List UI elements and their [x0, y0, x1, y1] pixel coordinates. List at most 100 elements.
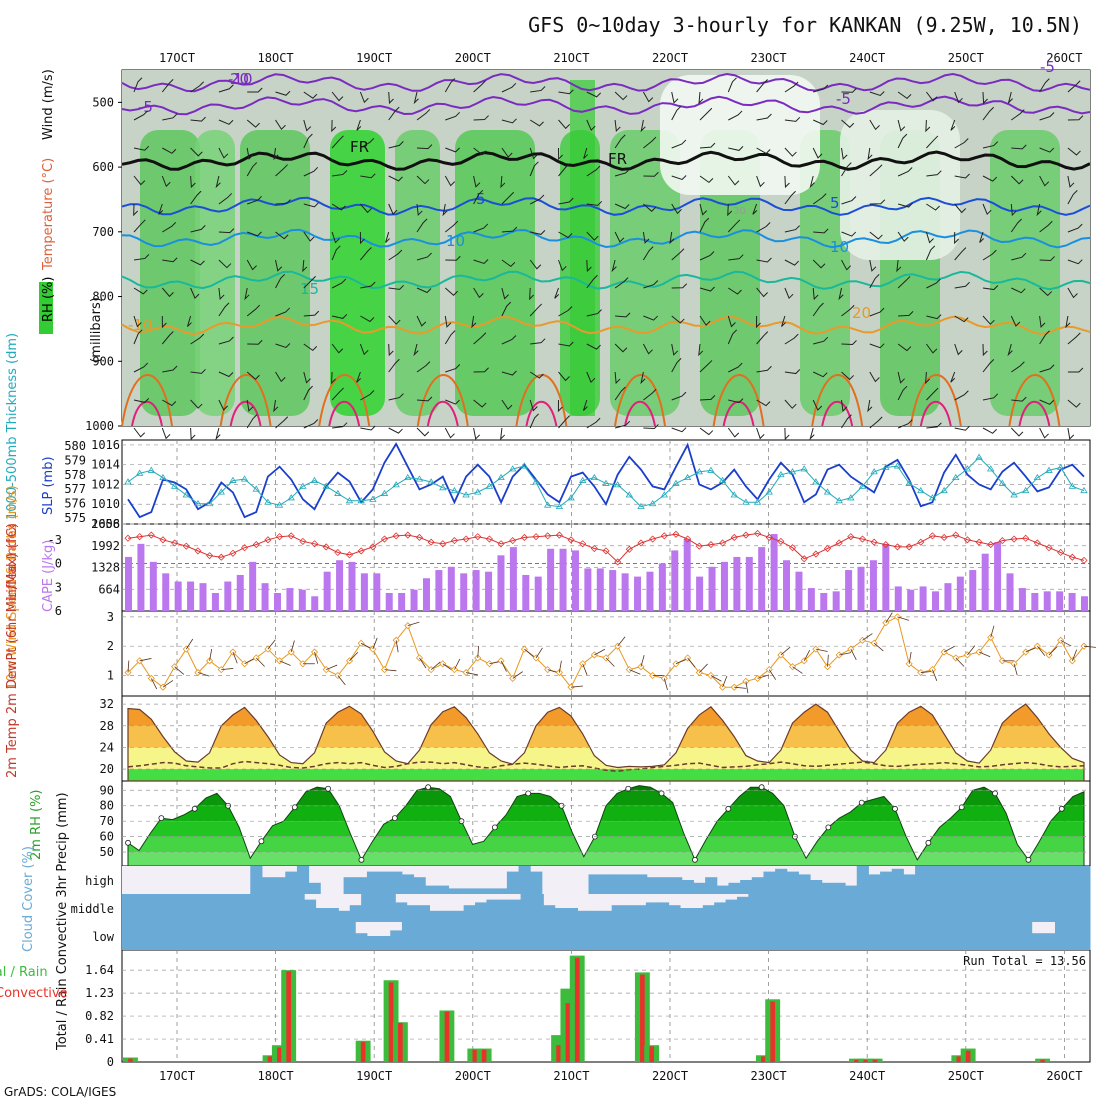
- wind-barb: [727, 427, 740, 438]
- wind-barb: [190, 175, 196, 189]
- wind-barb: [275, 90, 291, 96]
- top-date-tick: 20OCT: [455, 51, 491, 65]
- isotherm-line: [121, 95, 1091, 116]
- thickness-point: [823, 488, 832, 495]
- wind10-point: [1080, 642, 1088, 650]
- wind-barb: [586, 119, 596, 131]
- wind-barb: [273, 147, 279, 161]
- isotherm-line: [121, 150, 1091, 171]
- thickness-point: [625, 491, 634, 498]
- isotherm-label: -5: [138, 98, 153, 116]
- cloud-cover-cell: [452, 910, 465, 922]
- cape-bar: [435, 570, 443, 611]
- cape-bar: [249, 561, 257, 611]
- wind-barb: [1039, 78, 1050, 93]
- rh-dry-region: [660, 75, 820, 195]
- wind-barb: [215, 427, 221, 441]
- wind-barb: [897, 276, 911, 289]
- wind-barb: [161, 287, 174, 298]
- cloud-cover-cell: [775, 868, 788, 894]
- cloud-cover-cell: [611, 922, 624, 950]
- lifted-index-point: [392, 532, 400, 540]
- wind-barb: [303, 419, 319, 429]
- cloud-cover-cell: [716, 922, 729, 950]
- cloud-cover-cell: [471, 888, 485, 894]
- cape-bar: [671, 550, 679, 611]
- precip-convective-bar: [556, 1045, 561, 1062]
- isotherm-label: 10: [446, 232, 465, 250]
- wind-barb: [699, 286, 715, 292]
- cape-bar: [211, 592, 219, 611]
- cloud-cover-cell: [816, 894, 829, 922]
- isotherm-line: [121, 270, 1091, 291]
- thickness-point: [1033, 473, 1042, 481]
- wind-barb: [133, 287, 148, 295]
- cloud-cover-cell: [998, 894, 1011, 922]
- wind-barb: [926, 91, 938, 102]
- thickness-point: [345, 497, 354, 504]
- lifted-index-point: [707, 540, 715, 549]
- wind-barb: [784, 259, 800, 266]
- wind-barb: [388, 175, 403, 182]
- li-tick: 6: [55, 604, 62, 618]
- cloud-cover-cell: [495, 922, 508, 950]
- cloud-cover-cell: [725, 899, 738, 922]
- wind-barb: [473, 115, 489, 121]
- lifted-index-point: [858, 535, 867, 543]
- cloud-cover-cell: [728, 922, 741, 950]
- rh-point: [925, 839, 932, 846]
- wind-barb: [954, 343, 963, 356]
- cloud-cover-cell: [623, 922, 636, 950]
- thickness-point: [963, 465, 972, 472]
- cape-bar: [770, 534, 778, 611]
- wind-barb: [501, 335, 517, 345]
- cloud-cover-cell: [1078, 866, 1091, 894]
- rh-band: [128, 805, 1084, 822]
- cape-bar: [509, 547, 517, 611]
- thickness-point: [952, 473, 960, 481]
- surface-isotherm: [121, 374, 173, 427]
- precip-legend-convective: Convective: [0, 986, 68, 1001]
- cloud-cover-cell: [331, 922, 345, 950]
- wind-barb: [529, 287, 535, 301]
- isotherm-label: 20: [230, 70, 249, 88]
- chart-title: GFS 0~10day 3-hourly for KANKAN (9.25W, …: [528, 13, 1082, 37]
- wind10-barb: [162, 680, 174, 688]
- wind10-barb: [873, 642, 884, 652]
- cloud-cover-cell: [930, 894, 943, 922]
- rh-dry-region: [840, 110, 960, 260]
- temp-tick: 24: [100, 740, 114, 754]
- wind-barb: [218, 399, 229, 411]
- wind10-point: [450, 666, 459, 674]
- wind-barb: [643, 388, 657, 401]
- wind-barb: [728, 146, 744, 151]
- cloud-cover-cell: [1043, 866, 1056, 894]
- wind10-point: [217, 666, 225, 674]
- wind-barb: [727, 203, 733, 217]
- cloud-cover-cell: [531, 894, 544, 922]
- lifted-index-point: [672, 530, 680, 538]
- cloud-cover-cell: [873, 894, 886, 922]
- top-date-tick: 23OCT: [751, 51, 787, 65]
- wind-barb: [640, 119, 646, 133]
- wind-barb: [416, 175, 430, 185]
- lifted-index-point: [497, 540, 505, 548]
- lifted-index-point: [520, 533, 528, 542]
- cloud-cover-cell: [273, 877, 286, 894]
- cloud-cover-cell: [862, 894, 875, 922]
- lifted-index-point: [450, 537, 459, 545]
- cloud-cover-cell: [506, 922, 520, 950]
- pressure-tick: 600: [92, 160, 114, 174]
- lifted-index-point: [380, 535, 389, 543]
- cloud-cover-cell: [588, 910, 601, 922]
- cloud-cover-cell: [748, 894, 761, 922]
- thickness-point: [485, 482, 494, 489]
- wind-barb: [614, 134, 626, 149]
- surface-isotherm-hot: [229, 400, 262, 427]
- wind-barb: [727, 175, 740, 186]
- wind10-barb: [582, 663, 588, 676]
- wind-barb: [614, 343, 628, 353]
- precip-legend-total: Total / Rain: [0, 965, 48, 980]
- wind-barb: [133, 145, 150, 151]
- thickness-point: [870, 468, 878, 475]
